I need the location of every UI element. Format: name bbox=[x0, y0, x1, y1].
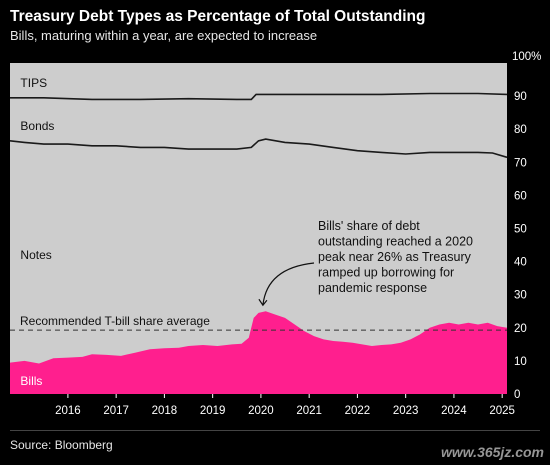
area-label-bills: Bills bbox=[20, 374, 42, 388]
y-unit-label: 100% bbox=[512, 51, 541, 63]
area-label-bonds: Bonds bbox=[20, 119, 54, 133]
y-tick-label: 80 bbox=[514, 124, 527, 136]
annotation-text: outstanding reached a 2020 bbox=[318, 235, 473, 249]
area-label-tips: TIPS bbox=[20, 76, 47, 90]
annotation-text: pandemic response bbox=[318, 281, 427, 295]
chart-subtitle: Bills, maturing within a year, are expec… bbox=[10, 28, 318, 43]
x-tick-label: 2019 bbox=[200, 405, 226, 417]
bills-area bbox=[10, 311, 507, 394]
notes-line bbox=[9, 138, 508, 159]
annotation-arrow bbox=[262, 262, 315, 306]
x-tick-label: 2018 bbox=[152, 405, 178, 417]
x-tick-label: 2022 bbox=[345, 405, 371, 417]
area-label-notes: Notes bbox=[20, 248, 51, 262]
y-tick-label: 20 bbox=[514, 323, 527, 335]
y-tick-label: 0 bbox=[514, 389, 520, 401]
y-tick-label: 40 bbox=[514, 257, 527, 269]
y-tick-label: 30 bbox=[514, 290, 527, 302]
annotation-text: peak near 26% as Treasury bbox=[318, 250, 472, 264]
y-tick-label: 90 bbox=[514, 91, 527, 103]
x-tick-label: 2024 bbox=[441, 405, 467, 417]
bonds-line bbox=[10, 92, 508, 101]
x-tick-label: 2017 bbox=[103, 405, 129, 417]
y-tick-label: 60 bbox=[514, 190, 527, 202]
annotation-arrowhead bbox=[258, 298, 268, 307]
watermark-logo: www.365jz.com bbox=[441, 444, 544, 460]
footer-divider bbox=[10, 430, 540, 431]
source-note: Source: Bloomberg bbox=[10, 438, 113, 452]
x-tick-label: 2016 bbox=[55, 405, 81, 417]
y-tick-label: 70 bbox=[514, 157, 527, 169]
chart-title: Treasury Debt Types as Percentage of Tot… bbox=[10, 8, 426, 25]
x-tick-label: 2021 bbox=[296, 405, 322, 417]
annotation-text: ramped up borrowing for bbox=[318, 266, 454, 280]
y-tick-label: 10 bbox=[514, 356, 527, 368]
x-tick-label: 2023 bbox=[393, 405, 419, 417]
recommended-average-label: Recommended T-bill share average bbox=[20, 314, 210, 328]
x-tick-label: 2020 bbox=[248, 405, 274, 417]
annotation-text: Bills' share of debt bbox=[318, 219, 420, 233]
x-tick-label: 2025 bbox=[489, 405, 515, 417]
y-tick-label: 50 bbox=[514, 224, 527, 236]
